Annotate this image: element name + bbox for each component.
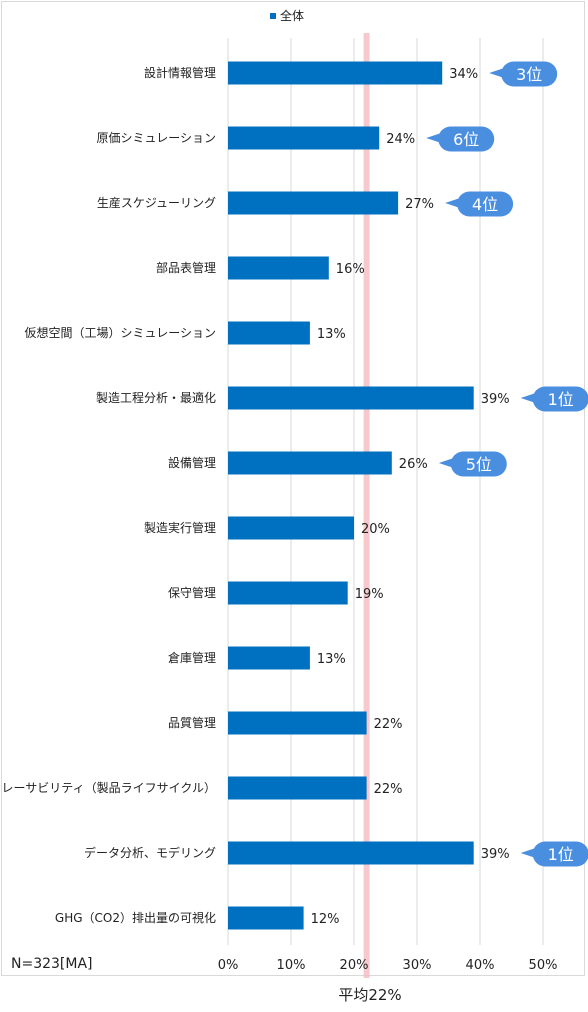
bar (228, 191, 399, 215)
bar (228, 841, 474, 865)
category-label: 仮想空間（工場）シミュレーション (24, 325, 216, 340)
category-label: 部品表管理 (156, 260, 216, 275)
rank-callout: 6位 (426, 126, 495, 152)
category-label: 設備管理 (168, 455, 216, 470)
value-label: 22% (374, 782, 403, 797)
rank-callout-bubble (532, 841, 588, 867)
bar (228, 256, 329, 280)
category-label: 製造実行管理 (144, 520, 216, 535)
value-label: 39% (481, 392, 510, 407)
value-label: 22% (374, 717, 403, 732)
rank-callout: 4位 (445, 191, 514, 217)
rank-callout-label: 3位 (516, 65, 542, 84)
chart-frame (1, 1, 585, 976)
rank-callout: 3位 (489, 61, 558, 87)
bar (228, 516, 354, 540)
value-label: 19% (355, 587, 384, 602)
x-tick-label: 0% (218, 958, 239, 973)
category-label: GHG（CO2）排出量の可視化 (55, 910, 216, 925)
rank-callout-label: 4位 (472, 195, 498, 214)
bar (228, 646, 310, 670)
category-label: 原価シミュレーション (96, 131, 216, 145)
bar (228, 906, 304, 930)
category-label: 生産スケジューリング (97, 195, 216, 210)
category-label: 品質管理 (168, 715, 216, 730)
x-tick-label: 10% (277, 958, 306, 973)
value-label: 13% (317, 652, 346, 667)
value-label: 26% (399, 457, 428, 472)
value-label: 20% (361, 522, 390, 537)
rank-callout-bubble (438, 126, 495, 152)
category-label: 製造工程分析・最適化 (96, 390, 216, 405)
x-tick-label: 30% (403, 958, 432, 973)
bars: 設計情報管理 34% 原価シミュレーション 24% 生産スケジューリング 27% 部品表管理… (0, 61, 588, 930)
sample-size-note: N=323[MA] (11, 956, 93, 972)
average-label: 平均22% (338, 986, 402, 1004)
category-label: 設計情報管理 (144, 65, 216, 80)
rank-callout-label: 5位 (466, 455, 492, 474)
bar (228, 451, 392, 475)
rank-callout-bubble (532, 386, 588, 412)
x-tick-label: 50% (529, 958, 558, 973)
bar (228, 321, 310, 345)
bar (228, 386, 474, 410)
bar (228, 776, 367, 800)
category-label: 保守管理 (168, 585, 216, 600)
value-label: 39% (481, 847, 510, 862)
rank-callout-bubble (501, 61, 558, 87)
bar (228, 61, 443, 85)
bar (228, 581, 348, 605)
bar (228, 711, 367, 735)
average-line (363, 33, 370, 978)
rank-callout-bubble (450, 451, 507, 477)
x-tick-label: 20% (340, 958, 369, 973)
rank-callout: 1位 (520, 841, 588, 867)
x-axis-ticks: 0% 10% 20% 30% 40% 50% (218, 958, 558, 973)
x-tick-label: 40% (466, 958, 495, 973)
value-label: 13% (317, 327, 346, 342)
category-label: 倉庫管理 (168, 650, 216, 665)
gridlines (227, 38, 544, 945)
average-line-group (363, 33, 370, 978)
category-label: トレーサビリティ（製品ライフサイクル） (0, 781, 216, 795)
category-label: データ分析、モデリング (84, 845, 216, 860)
legend: 全体 (270, 8, 304, 23)
rank-callout: 1位 (520, 386, 588, 412)
legend-label: 全体 (280, 8, 304, 23)
rank-callout-label: 1位 (548, 845, 574, 864)
rank-callout: 5位 (438, 451, 507, 477)
bar (228, 126, 380, 150)
legend-swatch (270, 13, 276, 19)
rank-callout-bubble (457, 191, 514, 217)
value-label: 24% (386, 132, 415, 147)
value-label: 16% (336, 262, 365, 277)
rank-callout-label: 6位 (453, 130, 479, 149)
value-label: 27% (405, 197, 434, 212)
rank-callout-label: 1位 (548, 390, 574, 409)
value-label: 34% (449, 67, 478, 82)
value-label: 12% (311, 912, 340, 927)
